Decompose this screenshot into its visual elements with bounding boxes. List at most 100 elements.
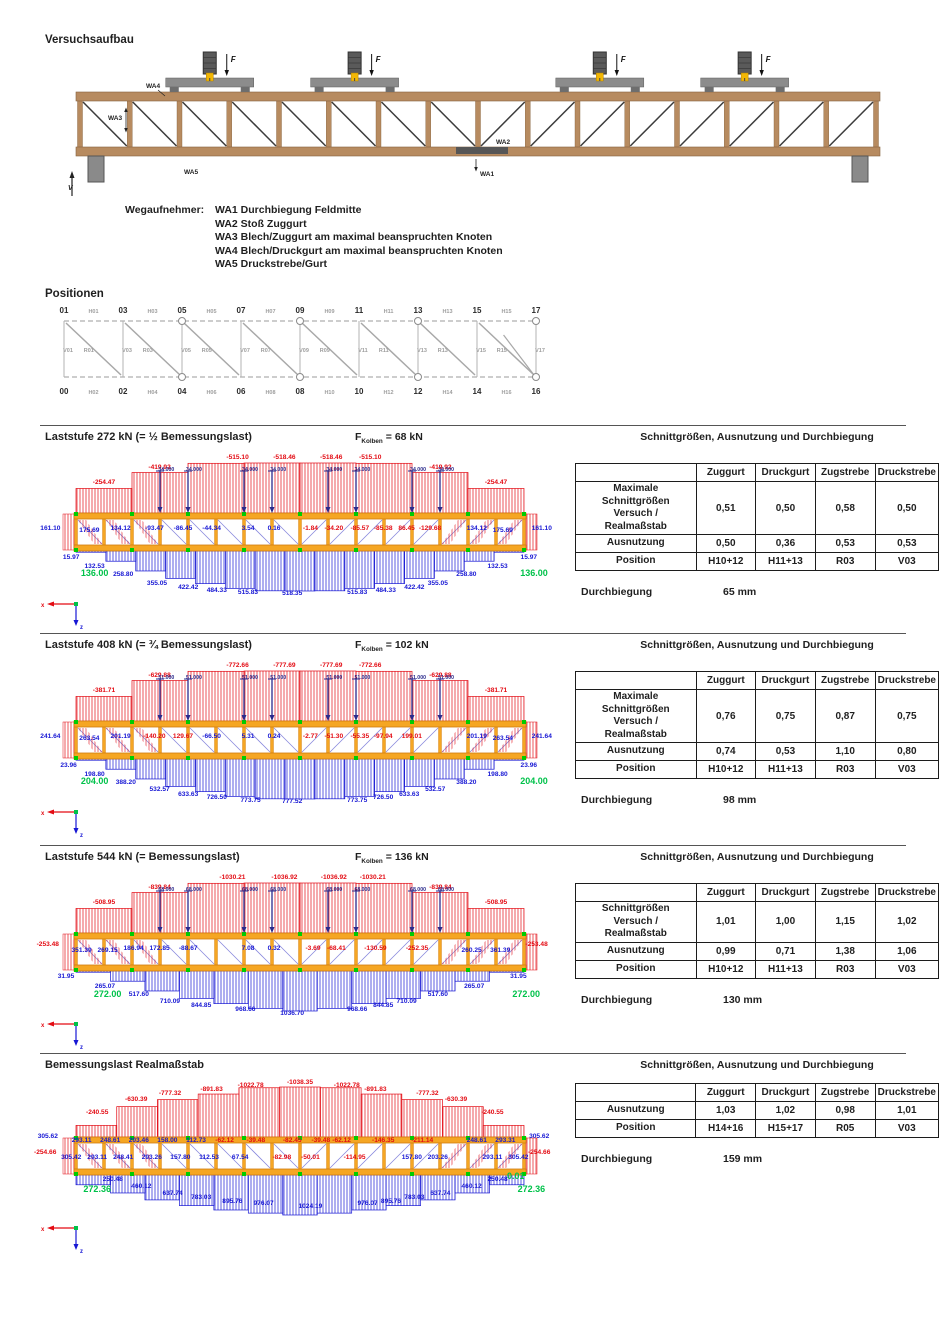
force-value-label: -68.41 [327, 945, 346, 952]
drawing-label: 04 [178, 387, 187, 396]
force-value-label: 134.12 [466, 525, 487, 532]
force-value-label: -419.92 [148, 464, 171, 471]
value-cell: 0,99 [695, 941, 757, 961]
force-value-label: 710.09 [396, 998, 417, 1005]
positions-title: Positionen [45, 288, 104, 300]
value-cell: 0,87 [814, 689, 876, 743]
value-cell: 1,10 [814, 742, 876, 761]
section-laststufe-272: Laststufe 272 kN (= ½ Bemessungslast) FK… [0, 425, 950, 633]
drawing-label: H10 [324, 390, 334, 396]
force-diagram-canvas: xz [41, 1086, 538, 1255]
force-diagram: x z -381.71 -629.88 -772.66 -777.69 -777.69 -77… [40, 659, 560, 839]
force-value-label: -772.66 [226, 662, 249, 669]
drawing-label: WA5 [184, 169, 198, 176]
force-value-label: -39.48 [246, 1137, 266, 1144]
row-label: Maximale Schnittgrößen Versuch / Realmaß… [575, 481, 697, 535]
force-value-label: 51.000 [410, 675, 426, 681]
results-column: Schnittgrößen, Ausnutzung und Durchbiegu… [575, 639, 940, 806]
force-value-label: 51.000 [242, 675, 259, 681]
force-value-label: -252.35 [405, 945, 429, 952]
drawing-label: 06 [237, 387, 246, 396]
drawing-label: V13 [417, 348, 427, 354]
force-value-label: -66.50 [202, 733, 221, 740]
deflection-label: Durchbiegung [581, 1153, 653, 1165]
force-value-label: 844.85 [191, 1002, 212, 1009]
force-value-label: 726.50 [206, 794, 227, 801]
force-value-label: 68.000 [158, 887, 175, 893]
force-value-label: 258.80 [113, 571, 134, 578]
force-value-label: 515.83 [237, 589, 259, 596]
drawing-label: x [41, 1023, 45, 1029]
force-value-label: 773.75 [347, 797, 368, 804]
value-cell: V03 [874, 760, 940, 779]
force-value-label: 272.00 [93, 989, 122, 999]
col-header: Druckstrebe [874, 463, 940, 482]
drawing-label: WA2 [496, 139, 510, 146]
force-value-label: 51.000 [270, 675, 287, 681]
force-value-label: -82.45 [282, 1137, 302, 1144]
drawing-label: H06 [206, 390, 216, 396]
force-value-label: -253.48 [36, 941, 59, 948]
force-value-label: -891.83 [364, 1086, 387, 1093]
drawing-label: 16 [532, 387, 541, 396]
force-value-label: 132.53 [84, 563, 105, 570]
value-cell: 1,01 [695, 901, 757, 943]
force-value-label: -129.68 [418, 525, 442, 532]
section-divider [40, 845, 906, 846]
force-value-label: -630.39 [444, 1096, 468, 1103]
force-value-label: -211.14 [411, 1137, 434, 1144]
deflection-label: Durchbiegung [581, 794, 653, 806]
results-table: Zuggurt Druckgurt Zugstrebe Druckstrebe Schn… [575, 883, 940, 979]
force-value-label: 31.95 [510, 973, 527, 980]
force-value-label: -777.69 [273, 662, 296, 669]
drawing-label: H13 [442, 309, 452, 315]
drawing-label: WA1 [480, 171, 494, 178]
results-table: Zuggurt Druckgurt Zugstrebe Druckstrebe Maxi… [575, 671, 940, 779]
force-value-label: -44.34 [202, 525, 221, 532]
force-value-label: -2.77 [302, 733, 318, 740]
col-header: Druckgurt [755, 883, 816, 902]
section-divider [40, 633, 906, 634]
section-heading: Laststufe 544 kN (= Bemessungslast) [45, 851, 240, 863]
drawing-label: V09 [299, 348, 309, 354]
force-value-label: -1036.92 [320, 874, 347, 881]
drawing-label: H08 [265, 390, 275, 396]
value-cell: 0,76 [695, 689, 757, 743]
force-value-label: 203.26 [427, 1154, 448, 1161]
force-value-label: 895.76 [222, 1198, 243, 1205]
force-value-label: -629.88 [148, 672, 171, 679]
drawing-label: V15 [476, 348, 486, 354]
force-value-label: 361.39 [490, 947, 511, 954]
drawing-label: x [41, 603, 45, 609]
table-title: Schnittgrößen, Ausnutzung und Durchbiegu… [640, 851, 874, 863]
drawing-label: 12 [414, 387, 423, 396]
drawing-label: 02 [119, 387, 128, 396]
force-value-label: 68.000 [354, 887, 371, 893]
force-value-label: 204.00 [80, 776, 109, 786]
force-value-label: -97.94 [373, 733, 393, 740]
force-value-label: -93.47 [145, 525, 164, 532]
deflection-row: Durchbiegung 65 mm [575, 586, 939, 598]
drawing-label: z [80, 1249, 83, 1255]
drawing-label: V07 [240, 348, 250, 354]
force-value-label: -114.95 [343, 1154, 366, 1161]
drawing-label: H07 [265, 309, 275, 315]
drawing-label: F [376, 55, 382, 64]
force-diagram: x z -508.95 -839.84 -1030.21 -1036.92 -1036.92… [36, 871, 560, 1051]
drawing-label: 00 [60, 387, 69, 396]
force-value-label: 172.85 [149, 945, 170, 952]
drawing-label: 11 [355, 306, 364, 315]
force-value-label: 51.000 [354, 675, 371, 681]
col-header: Zugstrebe [814, 1083, 876, 1102]
force-value-label: 976.07 [357, 1200, 378, 1207]
drawing-label: 13 [414, 306, 423, 315]
force-value-label: -146.35 [372, 1137, 395, 1144]
wegaufnehmer-item: WA3 Blech/Zuggurt am maximal beansprucht… [215, 231, 493, 244]
wegaufnehmer-item: WA5 Druckstrebe/Gurt [215, 258, 328, 271]
force-value-label: 484.33 [375, 587, 396, 594]
section-divider [40, 1053, 906, 1054]
force-value-label: 305.42 [61, 1154, 82, 1161]
force-value-label: 272.36 [83, 1184, 111, 1194]
force-value-label: 201.19 [466, 733, 487, 740]
section-laststufe-544: Laststufe 544 kN (= Bemessungslast) FKol… [0, 845, 950, 1053]
